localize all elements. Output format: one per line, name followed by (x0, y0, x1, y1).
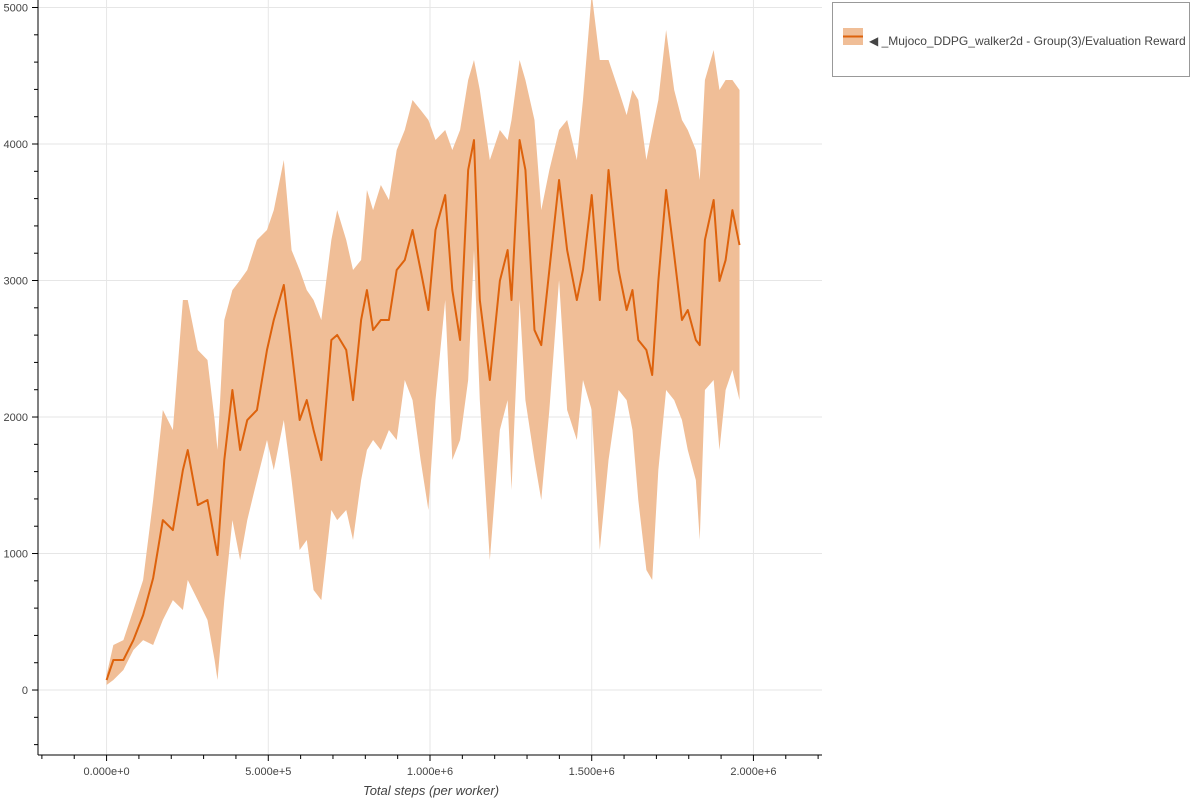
y-tick-label: 4000 (4, 139, 28, 151)
axes: 0.000e+0 5.000e+5 1.000e+6 1.500e+6 2.000e+6… (4, 0, 822, 778)
x-axis-title: Total steps (per worker) (363, 783, 499, 798)
x-tick-label: 5.000e+5 (245, 766, 291, 778)
x-tick-label: 1.000e+6 (407, 766, 453, 778)
legend[interactable]: ◀ _Mujoco_DDPG_walker2d - Group(3)/Evalu… (832, 2, 1190, 77)
y-tick-label: 1000 (4, 549, 28, 561)
x-tick-label: 1.500e+6 (569, 766, 615, 778)
y-tick-label: 5000 (4, 3, 28, 15)
x-tick-label: 2.000e+6 (730, 766, 776, 778)
y-tick-label: 3000 (4, 276, 28, 288)
y-tick-label: 2000 (4, 412, 28, 424)
x-tick-label: 0.000e+0 (83, 766, 129, 778)
series-line-0 (105, 139, 741, 681)
legend-label: ◀ _Mujoco_DDPG_walker2d - Group(3)/Evalu… (869, 34, 1186, 48)
series-band-0 (106, 0, 740, 685)
legend-swatch (843, 28, 863, 45)
y-tick-label: 0 (22, 685, 28, 697)
plot-area[interactable] (105, 0, 741, 685)
